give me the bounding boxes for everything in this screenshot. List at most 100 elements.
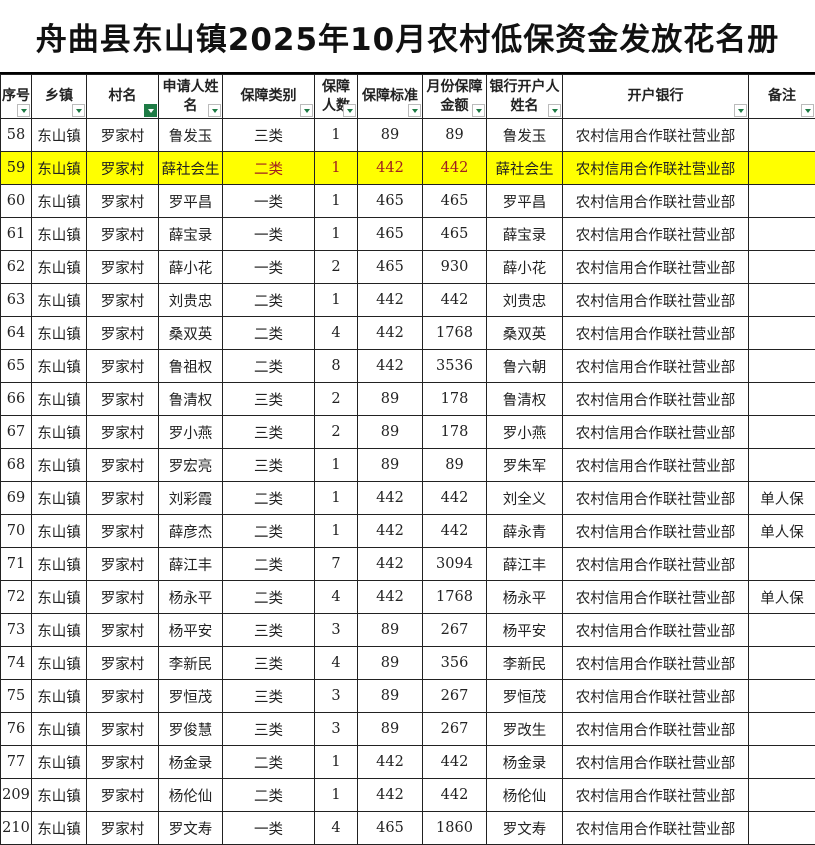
cell-bank[interactable]: 农村信用合作联社营业部: [563, 185, 749, 218]
cell-category[interactable]: 二类: [223, 548, 315, 581]
cell-category[interactable]: 二类: [223, 152, 315, 185]
cell-standard[interactable]: 465: [358, 812, 423, 845]
cell-applicant[interactable]: 杨金录: [159, 746, 223, 779]
cell-category[interactable]: 二类: [223, 482, 315, 515]
cell-account-holder[interactable]: 刘全义: [487, 482, 563, 515]
cell-account-holder[interactable]: 薛社会生: [487, 152, 563, 185]
cell-applicant[interactable]: 罗文寿: [159, 812, 223, 845]
column-header-account-holder[interactable]: 银行开户人姓名: [487, 75, 563, 119]
cell-account-holder[interactable]: 鲁清权: [487, 383, 563, 416]
cell-village[interactable]: 罗家村: [87, 284, 159, 317]
cell-bank[interactable]: 农村信用合作联社营业部: [563, 416, 749, 449]
cell-category[interactable]: 二类: [223, 317, 315, 350]
cell-township[interactable]: 东山镇: [32, 185, 87, 218]
cell-standard[interactable]: 89: [358, 449, 423, 482]
cell-township[interactable]: 东山镇: [32, 779, 87, 812]
cell-remark[interactable]: [749, 779, 815, 812]
cell-people[interactable]: 3: [315, 713, 358, 746]
cell-amount[interactable]: 1768: [423, 581, 487, 614]
cell-account-holder[interactable]: 罗小燕: [487, 416, 563, 449]
cell-standard[interactable]: 89: [358, 713, 423, 746]
filter-dropdown-icon[interactable]: [72, 104, 85, 117]
cell-seq[interactable]: 72: [1, 581, 32, 614]
cell-bank[interactable]: 农村信用合作联社营业部: [563, 647, 749, 680]
cell-people[interactable]: 4: [315, 647, 358, 680]
filter-dropdown-icon[interactable]: [734, 104, 747, 117]
cell-village[interactable]: 罗家村: [87, 713, 159, 746]
column-header-people[interactable]: 保障人数: [315, 75, 358, 119]
cell-amount[interactable]: 1860: [423, 812, 487, 845]
cell-account-holder[interactable]: 罗文寿: [487, 812, 563, 845]
cell-category[interactable]: 三类: [223, 119, 315, 152]
cell-account-holder[interactable]: 鲁发玉: [487, 119, 563, 152]
cell-applicant[interactable]: 罗平昌: [159, 185, 223, 218]
cell-seq[interactable]: 76: [1, 713, 32, 746]
cell-seq[interactable]: 67: [1, 416, 32, 449]
cell-bank[interactable]: 农村信用合作联社营业部: [563, 548, 749, 581]
cell-remark[interactable]: 单人保: [749, 482, 815, 515]
cell-remark[interactable]: 单人保: [749, 581, 815, 614]
cell-bank[interactable]: 农村信用合作联社营业部: [563, 482, 749, 515]
cell-village[interactable]: 罗家村: [87, 482, 159, 515]
filter-dropdown-icon[interactable]: [17, 104, 30, 117]
cell-seq[interactable]: 209: [1, 779, 32, 812]
cell-village[interactable]: 罗家村: [87, 647, 159, 680]
cell-village[interactable]: 罗家村: [87, 119, 159, 152]
cell-amount[interactable]: 89: [423, 449, 487, 482]
cell-amount[interactable]: 3094: [423, 548, 487, 581]
cell-applicant[interactable]: 罗恒茂: [159, 680, 223, 713]
cell-account-holder[interactable]: 薛永青: [487, 515, 563, 548]
cell-standard[interactable]: 442: [358, 515, 423, 548]
cell-standard[interactable]: 442: [358, 350, 423, 383]
cell-category[interactable]: 三类: [223, 449, 315, 482]
cell-seq[interactable]: 63: [1, 284, 32, 317]
cell-account-holder[interactable]: 杨永平: [487, 581, 563, 614]
cell-applicant[interactable]: 罗小燕: [159, 416, 223, 449]
cell-remark[interactable]: [749, 449, 815, 482]
cell-account-holder[interactable]: 罗平昌: [487, 185, 563, 218]
cell-seq[interactable]: 68: [1, 449, 32, 482]
cell-remark[interactable]: [749, 251, 815, 284]
cell-category[interactable]: 二类: [223, 350, 315, 383]
cell-applicant[interactable]: 杨伦仙: [159, 779, 223, 812]
cell-bank[interactable]: 农村信用合作联社营业部: [563, 614, 749, 647]
cell-people[interactable]: 3: [315, 614, 358, 647]
column-header-applicant[interactable]: 申请人姓名: [159, 75, 223, 119]
cell-township[interactable]: 东山镇: [32, 284, 87, 317]
cell-applicant[interactable]: 杨永平: [159, 581, 223, 614]
cell-people[interactable]: 7: [315, 548, 358, 581]
cell-bank[interactable]: 农村信用合作联社营业部: [563, 218, 749, 251]
filter-dropdown-icon[interactable]: [472, 104, 485, 117]
cell-bank[interactable]: 农村信用合作联社营业部: [563, 581, 749, 614]
cell-account-holder[interactable]: 罗朱军: [487, 449, 563, 482]
cell-township[interactable]: 东山镇: [32, 251, 87, 284]
cell-applicant[interactable]: 薛彦杰: [159, 515, 223, 548]
cell-standard[interactable]: 89: [358, 680, 423, 713]
cell-standard[interactable]: 442: [358, 482, 423, 515]
cell-standard[interactable]: 89: [358, 614, 423, 647]
cell-township[interactable]: 东山镇: [32, 581, 87, 614]
cell-standard[interactable]: 442: [358, 284, 423, 317]
cell-category[interactable]: 三类: [223, 713, 315, 746]
cell-seq[interactable]: 61: [1, 218, 32, 251]
cell-township[interactable]: 东山镇: [32, 119, 87, 152]
cell-applicant[interactable]: 鲁祖权: [159, 350, 223, 383]
cell-bank[interactable]: 农村信用合作联社营业部: [563, 746, 749, 779]
cell-township[interactable]: 东山镇: [32, 614, 87, 647]
cell-remark[interactable]: [749, 614, 815, 647]
cell-category[interactable]: 一类: [223, 218, 315, 251]
column-header-standard[interactable]: 保障标准: [358, 75, 423, 119]
cell-village[interactable]: 罗家村: [87, 746, 159, 779]
cell-village[interactable]: 罗家村: [87, 515, 159, 548]
cell-remark[interactable]: [749, 284, 815, 317]
filter-dropdown-icon[interactable]: [343, 104, 356, 117]
cell-people[interactable]: 3: [315, 680, 358, 713]
cell-bank[interactable]: 农村信用合作联社营业部: [563, 119, 749, 152]
cell-bank[interactable]: 农村信用合作联社营业部: [563, 779, 749, 812]
cell-amount[interactable]: 442: [423, 779, 487, 812]
cell-amount[interactable]: 267: [423, 680, 487, 713]
cell-remark[interactable]: [749, 152, 815, 185]
cell-bank[interactable]: 农村信用合作联社营业部: [563, 383, 749, 416]
cell-seq[interactable]: 75: [1, 680, 32, 713]
cell-category[interactable]: 二类: [223, 746, 315, 779]
